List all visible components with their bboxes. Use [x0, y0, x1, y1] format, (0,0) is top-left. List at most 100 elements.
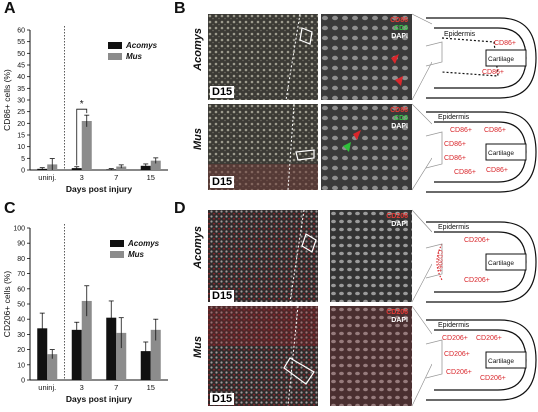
chart-a-sig-annotation: * [80, 99, 84, 110]
micrograph-b-mus-overview [190, 104, 318, 190]
chart-a-legend-swatch-0 [108, 42, 122, 49]
chart-a-ytick-label-9: 45 [17, 63, 25, 70]
texture-b-mus-zoom [321, 104, 412, 190]
schematic-b-bottom-epidermis: Epidermis [438, 114, 470, 121]
chart-a-ytick-label-3: 15 [17, 133, 25, 140]
day-label-b-bottom: D15 [210, 176, 235, 188]
chart-a-ytick-label-7: 35 [17, 86, 25, 93]
schematic-b-bottom-marker-4: CD86+ [454, 169, 476, 176]
stain-b-bottom-1: CD3 [393, 115, 408, 122]
chart-a-xtick-label-0: uninj. [38, 173, 56, 182]
schematic-d-top-marker-0: CD206+ [464, 237, 490, 244]
schematic-b-top: Epidermis Cartilage CD86+ CD86+ [425, 17, 537, 99]
chart-c-ytick-label-1: 10 [17, 362, 25, 369]
chart-c-ytick-label-7: 70 [17, 271, 25, 278]
schematic-b-top-cartilage: Cartilage [488, 56, 514, 63]
schematic-b-bottom-marker-5: CD86+ [486, 167, 508, 174]
species-label-d-bottom: Mus [192, 336, 204, 358]
chart-a-legend-label-0: Acomys [125, 41, 158, 50]
panel-label-b: B [174, 0, 186, 17]
chart-c-xtick-label-1: 3 [80, 383, 84, 392]
micrograph-b-acomys-overview [190, 14, 318, 100]
chart-c-ytick-label-2: 20 [17, 347, 25, 354]
chart-c-bar-acomys-3 [140, 351, 151, 380]
chart-a-xtick-label-3: 15 [147, 173, 155, 182]
species-label-d-top: Acomys [192, 226, 204, 269]
schematic-d-top-marker-2: CD206+ [464, 277, 490, 284]
species-tab-b-top: Acomys [190, 14, 208, 100]
stain-legend-b-bottom: CD86 CD3 DAPI [390, 107, 408, 131]
texture-d-acomys-zoom [330, 210, 412, 302]
chart-c-legend-label-1: Mus [128, 250, 145, 259]
texture-b-acomys-overview [190, 14, 318, 100]
stain-b-top-2: DAPI [391, 33, 408, 40]
schematic-d-top-epidermis: Epidermis [438, 224, 470, 231]
schematic-d-bottom: Epidermis Cartilage CD206+ CD206+ CD206+… [425, 319, 537, 401]
micrograph-b-acomys-zoom: CD86 CD3 DAPI [321, 14, 412, 100]
chart-c-bar-acomys-2 [106, 317, 117, 380]
chart-c-ytick-label-4: 40 [17, 317, 25, 324]
connector-lines [412, 13, 432, 407]
schematic-b-bottom-marker-2: CD86+ [444, 141, 466, 148]
chart-a-xlabel: Days post injury [66, 184, 132, 194]
chart-a-bar-acomys-3 [140, 165, 151, 170]
schematic-d-top: Epidermis Cartilage CD206+ CD206+ CD206+ [425, 221, 537, 303]
stain-d-bottom-1: DAPI [391, 317, 408, 324]
schematic-d-bottom-cartilage: Cartilage [488, 358, 514, 365]
schematic-d-bottom-marker-2: CD206+ [444, 351, 470, 358]
chart-a-ytick-label-10: 50 [17, 51, 25, 58]
chart-c-ylabel: CD206+ cells (%) [2, 271, 12, 338]
chart-c-xlabel: Days post injury [66, 394, 132, 404]
schematic-d-bottom-marker-1: CD206+ [476, 335, 502, 342]
chart-c-bar-acomys-1 [71, 329, 82, 380]
chart-c-legend-swatch-0 [110, 240, 124, 247]
stain-d-top-0: CD206 [386, 213, 408, 220]
chart-a-bar-mus-3 [150, 160, 161, 170]
texture-d-acomys-overview [190, 210, 318, 302]
micrograph-d-acomys-zoom: CD206 DAPI [330, 210, 412, 302]
stain-b-top-1: CD3 [393, 25, 408, 32]
texture-b-acomys-zoom [321, 14, 412, 100]
chart-c-legend-swatch-1 [110, 251, 124, 258]
stain-d-bottom-0: CD206 [386, 309, 408, 316]
chart-a-ytick-label-0: 0 [21, 168, 25, 175]
chart-a-legend-label-1: Mus [126, 52, 143, 61]
day-label-b-top: D15 [210, 86, 235, 98]
chart-c-ytick-label-6: 60 [17, 286, 25, 293]
micrograph-b-mus-zoom: CD86 CD3 DAPI [321, 104, 412, 190]
panel-label-c: C [4, 200, 16, 217]
schematic-d-bottom-marker-3: CD206+ [446, 369, 472, 376]
chart-a-sig-bracket [76, 108, 88, 166]
schematic-b-top-epidermis: Epidermis [444, 31, 476, 38]
day-label-d-bottom: D15 [210, 393, 235, 405]
chart-c-bar-acomys-0 [37, 328, 48, 380]
panel-label-d: D [174, 200, 186, 217]
chart-c-bar-mus-3 [150, 329, 161, 380]
schematic-b-top-marker-0: CD86+ [494, 40, 516, 47]
schematic-d-top-cartilage: Cartilage [488, 260, 514, 267]
panel-label-a: A [4, 0, 16, 17]
schematic-d-top-marker-1: CD206+ [436, 250, 442, 273]
schematic-d-bottom-marker-4: CD206+ [480, 375, 506, 382]
species-label-b-bottom: Mus [192, 128, 204, 150]
chart-a-ytick-label-11: 55 [17, 39, 25, 46]
chart-c-ytick-label-10: 100 [13, 226, 25, 233]
micrograph-d-acomys-overview [190, 210, 318, 302]
texture-d-mus-zoom [330, 306, 412, 406]
chart-c-bar-mus-2 [116, 332, 127, 380]
chart-a-ytick-label-8: 40 [17, 74, 25, 81]
stain-b-bottom-2: DAPI [391, 123, 408, 130]
chart-c-ytick-label-8: 80 [17, 256, 25, 263]
chart-a-bar-mus-1 [81, 121, 92, 170]
chart-c-xtick-label-0: uninj. [38, 383, 56, 392]
schematic-d-bottom-marker-0: CD206+ [442, 335, 468, 342]
species-label-b-top: Acomys [192, 28, 204, 71]
chart-a-ytick-label-2: 10 [17, 144, 25, 151]
chart-c-bar-mus-1 [81, 300, 92, 380]
chart-c-ytick-label-5: 50 [17, 302, 25, 309]
texture-b-mus-overview [190, 104, 318, 190]
schematic-b-bottom-marker-0: CD86+ [450, 127, 472, 134]
chart-a-ytick-label-6: 30 [17, 98, 25, 105]
chart-c-cd206: 0 10 20 30 40 50 60 70 80 90 100 CD206+ cells (%) un… [2, 224, 168, 404]
chart-c-ytick-label-9: 90 [17, 241, 25, 248]
